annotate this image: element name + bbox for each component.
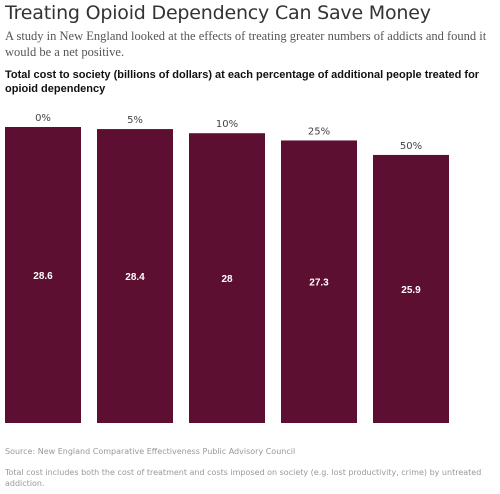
value-label-2: 28 <box>221 274 233 285</box>
bar-4 <box>373 154 449 423</box>
category-label-4: 50% <box>400 141 422 152</box>
value-label-1: 28.4 <box>125 272 145 283</box>
chart-subtitle: A study in New England looked at the eff… <box>5 29 487 59</box>
chart-title: Treating Opioid Dependency Can Save Mone… <box>5 2 431 24</box>
bar-chart: 0% 28.6 5% 28.4 10% 28 25% 27.3 50% 25.9 <box>5 113 449 424</box>
bar-1 <box>97 129 173 423</box>
category-label-1: 5% <box>127 115 143 126</box>
value-label-3: 27.3 <box>309 278 329 289</box>
category-label-0: 0% <box>35 113 51 124</box>
footnote: Total cost includes both the cost of tre… <box>5 468 482 488</box>
bar-0 <box>5 127 81 423</box>
chart-heading: Total cost to society (billions of dolla… <box>5 69 480 95</box>
bar-3 <box>281 140 357 424</box>
value-label-0: 28.6 <box>33 271 53 282</box>
category-label-3: 25% <box>308 126 330 137</box>
source-note: Source: New England Comparative Effectiv… <box>5 447 296 456</box>
bar-2 <box>189 133 265 424</box>
category-label-2: 10% <box>216 119 238 130</box>
value-label-4: 25.9 <box>401 285 421 296</box>
